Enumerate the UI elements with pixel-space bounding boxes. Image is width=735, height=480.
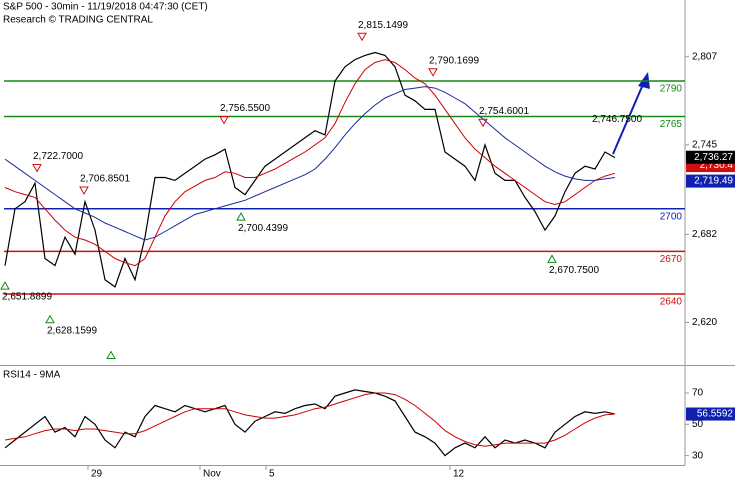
high-marker [428,68,438,77]
y-tick-label: 70 [692,388,704,399]
annotation-label: 2,670.7500 [549,265,599,276]
price-box [686,150,735,164]
x-tick-label: 29 [91,469,103,480]
level-label: 2670 [660,254,683,265]
y-tick-label: 50 [692,419,704,430]
low-marker [547,254,557,263]
annotation-label: 2,722.7000 [33,151,83,162]
price-box [686,407,735,421]
price-box [686,174,735,188]
high-marker [478,118,488,128]
level-label: 2790 [660,84,683,95]
y-tick-label: 2,620 [692,317,717,328]
level-label: 2765 [660,119,683,130]
series-line [4,86,616,241]
annotation-label: 2,706.8501 [80,174,130,185]
rsi-title: RSI14 - 9MA [3,370,61,381]
price-box-label: 2,736.27 [694,152,733,163]
series-line [4,51,616,288]
annotation-label: 2,746.7500 [592,114,642,125]
level-label: 2700 [660,211,683,222]
annotation-label: 2,815.1499 [358,20,408,31]
x-tick-label: Nov [203,469,221,480]
y-tick-label: 2,682 [692,229,717,240]
chart-subtitle: Research © TRADING CENTRAL [3,15,153,26]
price-box-label: 2,730.4 [700,160,734,171]
annotation-label: 2,628.1599 [47,325,97,336]
high-marker [219,115,229,125]
annotation-label: 2,700.4399 [238,223,288,234]
low-marker [236,212,246,221]
level-label: 2640 [660,297,683,308]
series-line [4,389,616,457]
annotation-label: 2,790.1699 [429,55,479,66]
x-tick-label: 5 [269,469,275,480]
high-marker [32,164,42,173]
annotation-label: 2,651.8899 [2,292,52,303]
annotation-label: 2,756.5500 [220,103,270,114]
series-line [4,392,616,447]
low-marker [45,314,55,324]
price-box-label: 56.5592 [697,409,734,420]
low-marker [0,281,10,290]
annotation-label: 2,754.6001 [479,106,529,117]
x-tick-label: 12 [453,469,465,480]
y-tick-label: 2,745 [692,140,717,151]
price-box-label: 2,719.49 [694,176,733,187]
chart-title: S&P 500 - 30min - 11/19/2018 04:47:30 (C… [3,2,208,13]
low-marker [106,350,116,360]
high-marker [357,32,367,42]
y-tick-label: 30 [692,450,704,461]
series-line [4,59,616,267]
high-marker [79,186,89,196]
y-tick-label: 2,807 [692,51,717,62]
